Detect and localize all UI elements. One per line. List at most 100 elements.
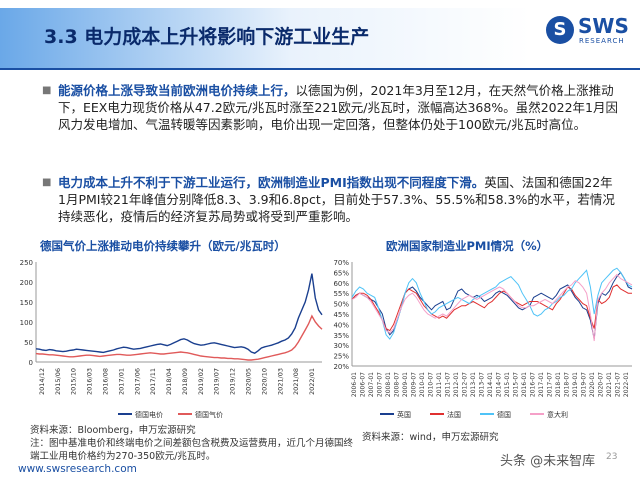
x-tick-label: 2013-07 xyxy=(479,372,486,397)
x-tick-label: 2008-07 xyxy=(394,372,401,397)
x-tick-label: 2019/02 xyxy=(197,368,205,395)
legend-label: 德国 xyxy=(497,410,511,419)
paragraph-2-highlight: 电力成本上升不利于下游工业运行，欧洲制造业PMI指数出现不同程度下滑。 xyxy=(58,175,485,190)
legend-label: 英国 xyxy=(397,410,411,419)
x-tick-label: 2021-07 xyxy=(614,372,621,397)
x-tick-label: 2018-07 xyxy=(563,372,570,397)
legend-label: 法国 xyxy=(447,410,461,419)
x-tick-label: 2009-01 xyxy=(402,372,409,397)
slide-title: 3.3 电力成本上升将影响下游工业生产 xyxy=(44,26,370,48)
x-tick-label: 2017-01 xyxy=(538,372,545,397)
paragraph-1: ■ 能源价格上涨导致当前欧洲电价持续上行，以德国为例，2021年3月至12月，在… xyxy=(42,82,618,133)
x-tick-label: 2015-01 xyxy=(504,372,511,397)
watermark: 头条 @未来智库 xyxy=(500,454,596,469)
x-tick-label: 2016-07 xyxy=(529,372,536,397)
legend-label: 德国气价 xyxy=(195,410,223,419)
left-source-note: 注：图中基准电价和终端电价之间差额包含税费及运营费用，近几个月德国终端工业用电价… xyxy=(30,438,354,462)
x-tick-label: 2011-01 xyxy=(436,372,443,397)
electricity-price-chart: 0 50 100 150 200 250 2014/12 2015/06 2015/10 2016… xyxy=(20,259,323,419)
logo-mark: S xyxy=(546,16,574,44)
x-tick-label: 2019/07 xyxy=(213,368,221,395)
x-tick-label: 2017/01 xyxy=(117,368,125,395)
series-line-2 xyxy=(351,284,632,332)
x-tick-label: 2016-01 xyxy=(521,372,528,397)
x-tick-label: 2014-07 xyxy=(495,372,502,397)
x-tick-label: 2009-07 xyxy=(411,372,418,397)
x-tick-label: 2008-01 xyxy=(385,372,392,397)
legend-label: 德国电价 xyxy=(135,410,163,419)
y-tick-label: 150 xyxy=(20,299,33,307)
x-tick-label: 2019-01 xyxy=(572,372,579,397)
x-tick-label: 2015/10 xyxy=(70,368,78,395)
series-line-2 xyxy=(35,314,323,361)
y-tick-label: 35% xyxy=(333,332,349,340)
y-tick-label: 20% xyxy=(333,363,349,371)
logo-subtitle: RESEARCH xyxy=(579,37,625,45)
x-tick-label: 2006-07 xyxy=(360,372,367,397)
series-line-1 xyxy=(35,273,323,354)
sws-logo: S SWS RESEARCH xyxy=(546,14,634,54)
y-tick-label: 40% xyxy=(333,321,349,329)
y-tick-label: 65% xyxy=(333,269,349,277)
bullet-icon: ■ xyxy=(42,177,52,188)
y-tick-label: 200 xyxy=(20,279,33,287)
x-tick-label: 2018/09 xyxy=(181,368,189,395)
left-chart-title: 德国气价上涨推动电价持续攀升（欧元/兆瓦时） xyxy=(40,239,286,253)
x-tick-label: 2020-07 xyxy=(597,372,604,397)
y-tick-label: 50 xyxy=(24,339,33,347)
x-tick-label: 2022-01 xyxy=(623,372,630,397)
x-tick-label: 2013-01 xyxy=(470,372,477,397)
x-tick-label: 2019/12 xyxy=(229,368,237,395)
legend-label: 意大利 xyxy=(547,410,568,419)
x-tick-label: 2021/08 xyxy=(292,368,300,395)
title-bar xyxy=(0,8,530,68)
x-tick-label: 2017/11 xyxy=(149,368,157,395)
y-tick-label: 70% xyxy=(333,259,349,267)
x-tick-label: 2015/06 xyxy=(54,368,62,395)
y-tick-label: 30% xyxy=(333,342,349,350)
y-tick-label: 0 xyxy=(29,359,33,367)
x-tick-label: 2007-07 xyxy=(377,372,384,397)
x-tick-label: 2018-01 xyxy=(555,372,562,397)
x-tick-label: 2018/04 xyxy=(165,368,173,395)
page-number: 23 xyxy=(606,452,618,462)
x-tick-label: 2020-01 xyxy=(589,372,596,397)
x-tick-label: 2010-01 xyxy=(419,372,426,397)
x-tick-label: 2017/06 xyxy=(133,368,141,395)
logo-name: SWS xyxy=(578,14,629,38)
header-divider xyxy=(0,68,640,70)
x-tick-label: 2019-07 xyxy=(580,372,587,397)
x-tick-label: 2016/03 xyxy=(86,368,94,395)
paragraph-2-text: 英国、法国和德国22年1月PMI较21年峰值分别降低8.3、3.9和6.8pct… xyxy=(58,175,615,224)
x-tick-label: 2012-01 xyxy=(453,372,460,397)
pmi-chart: 20% 25% 30% 35% 40% 45% 50% 55% 60% 65% 70% 2006-01… xyxy=(333,259,633,419)
bullet-icon: ■ xyxy=(42,85,52,96)
x-tick-label: 2007-01 xyxy=(368,372,375,397)
x-tick-label: 2015-07 xyxy=(512,372,519,397)
series-line-4 xyxy=(351,273,633,342)
x-tick-label: 2010-07 xyxy=(428,372,435,397)
x-tick-label: 2006-01 xyxy=(351,372,358,397)
right-chart-title: 欧洲国家制造业PMI情况（%） xyxy=(386,239,549,253)
slide-header: 3.3 电力成本上升将影响下游工业生产 S SWS RESEARCH xyxy=(0,0,640,72)
y-tick-label: 25% xyxy=(333,353,349,361)
left-source-line: 资料来源：Bloomberg，申万宏源研究 xyxy=(30,425,196,436)
x-tick-label: 2016/08 xyxy=(102,368,110,395)
x-tick-label: 2012-07 xyxy=(462,372,469,397)
paragraph-2: ■ 电力成本上升不利于下游工业运行，欧洲制造业PMI指数出现不同程度下滑。英国、… xyxy=(42,174,618,225)
x-tick-label: 2014-01 xyxy=(487,372,494,397)
x-tick-label: 2022/01 xyxy=(308,368,316,395)
series-line-1 xyxy=(351,271,633,340)
x-tick-label: 2021/03 xyxy=(276,368,284,395)
x-tick-label: 2020/10 xyxy=(260,368,268,395)
paragraph-1-text: 以德国为例，2021年3月至12月，在天然气价格上涨推动下，EEX电力现货价格从… xyxy=(58,83,618,132)
footer-url[interactable]: www.swsresearch.com xyxy=(18,463,137,475)
y-tick-label: 50% xyxy=(333,301,349,309)
x-tick-label: 2020/05 xyxy=(245,368,253,395)
x-tick-label: 2017-07 xyxy=(546,372,553,397)
paragraph-1-highlight: 能源价格上涨导致当前欧洲电价持续上行， xyxy=(58,83,296,98)
y-tick-label: 55% xyxy=(333,290,349,298)
y-tick-label: 250 xyxy=(20,259,33,267)
x-tick-label: 2011-07 xyxy=(445,372,452,397)
left-source: 资料来源：Bloomberg，申万宏源研究 注：图中基准电价和终端电价之间差额包… xyxy=(30,424,360,463)
